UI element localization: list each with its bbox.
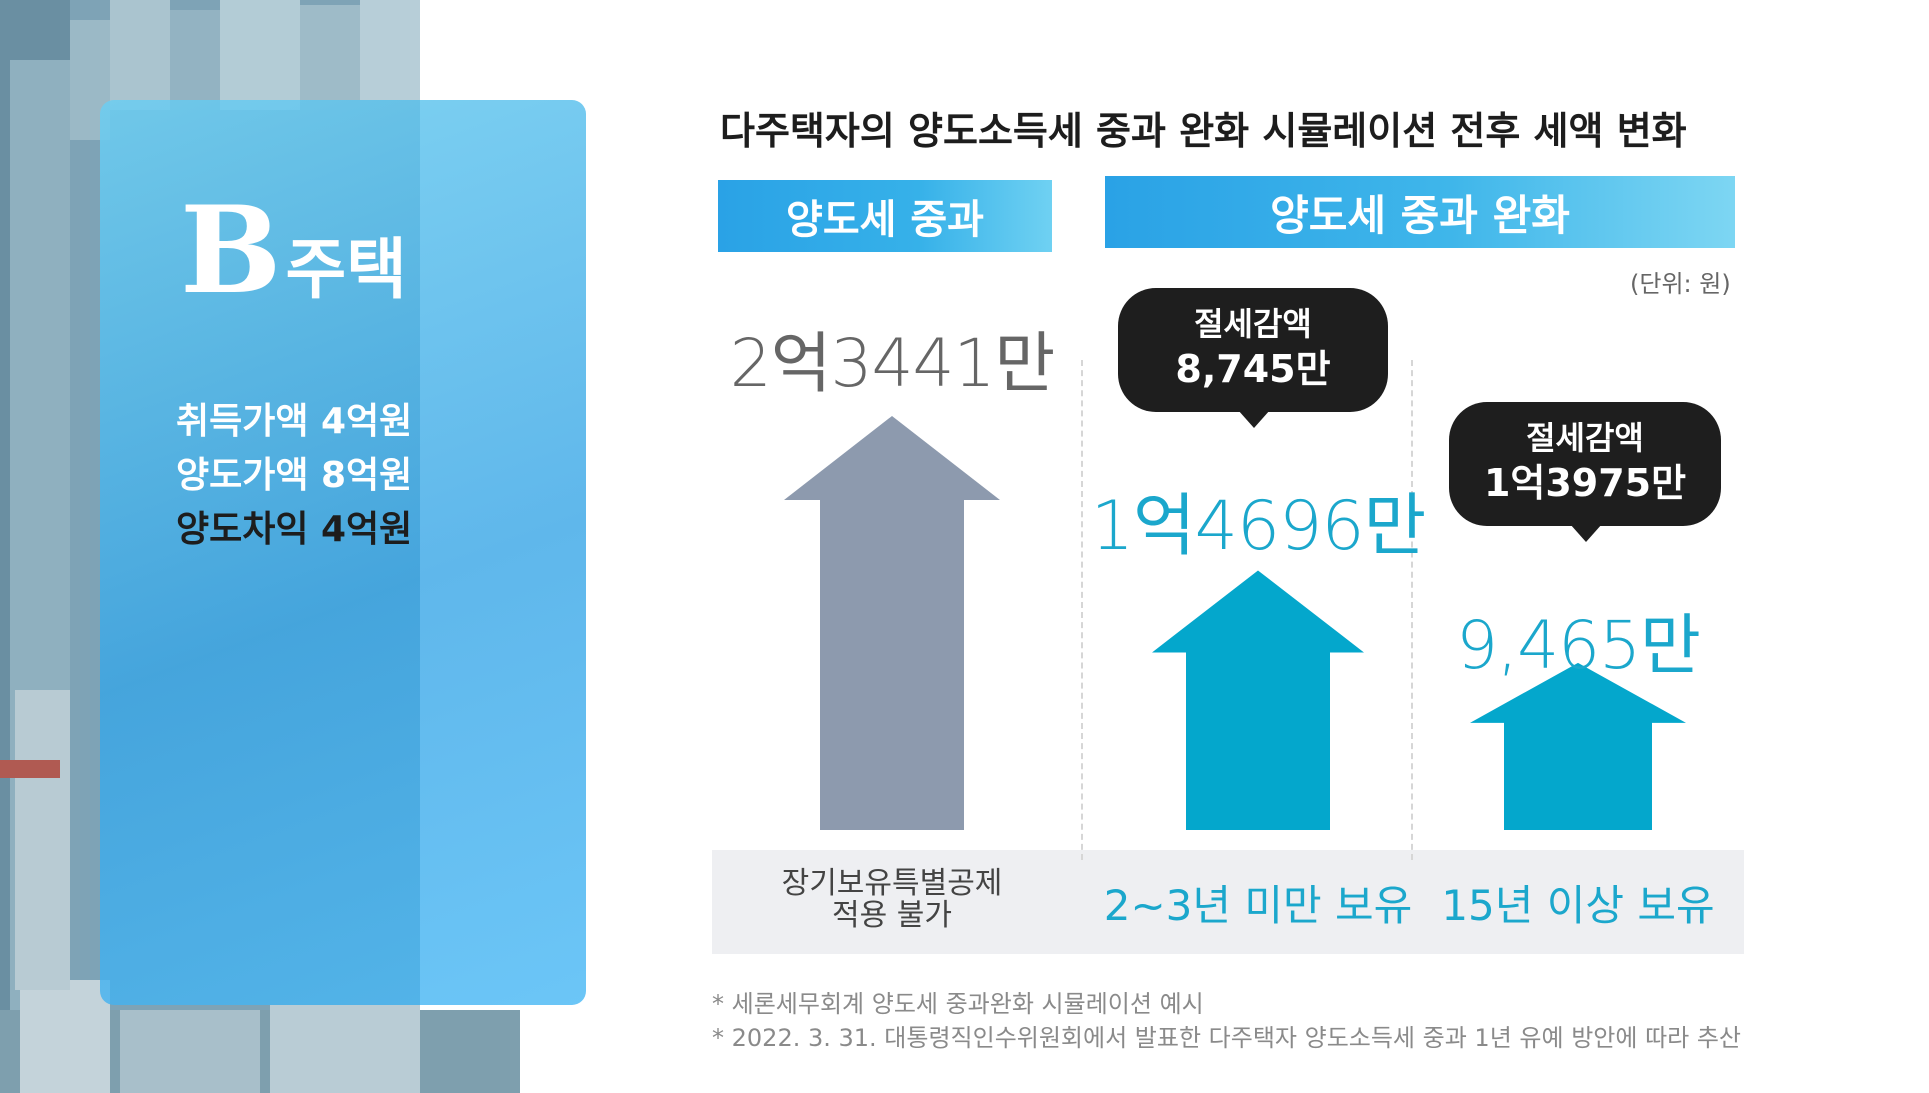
value-label-2-3-years: 1억4696만: [1090, 487, 1426, 566]
house-word: 주택: [285, 231, 407, 308]
heavy-tax-banner: 양도세 중과: [718, 180, 1052, 252]
house-b-title: B주택: [180, 180, 407, 321]
unit-label: (단위: 원): [1630, 270, 1731, 298]
category-label-2-3-years: 2~3년 미만 보유: [1103, 881, 1413, 930]
value-label-heavy-tax: 2억3441만: [729, 325, 1055, 402]
savings-label: 절세감액: [1194, 305, 1312, 344]
savings-value: 8,745만: [1175, 347, 1331, 392]
arrow-bar-heavy-tax: [784, 416, 1000, 830]
chart-title: 다주택자의 양도소득세 중과 완화 시뮬레이션 전후 세액 변화: [720, 109, 1687, 153]
bubble-tail: [1238, 410, 1270, 428]
category-line: 장기보유특별공제: [781, 866, 1003, 901]
house-letter: B: [180, 180, 282, 321]
acquisition-price: 취득가액 4억원: [176, 401, 413, 442]
savings-label: 절세감액: [1526, 419, 1644, 458]
footnote-source: * 세론세무회계 양도세 중과완화 시뮬레이션 예시: [712, 990, 1204, 1018]
category-band: [712, 850, 1744, 954]
tax-relief-banner: 양도세 중과 완화: [1105, 176, 1735, 248]
category-label-15-years: 15년 이상 보유: [1441, 881, 1715, 930]
house-info-card: [100, 100, 586, 1005]
savings-value: 1억3975만: [1483, 461, 1687, 506]
column-divider: [1411, 360, 1413, 860]
transfer-price: 양도가액 8억원: [176, 455, 413, 496]
bubble-tail: [1570, 524, 1602, 542]
savings-bubble-2-3-years: 절세감액 8,745만: [1118, 288, 1388, 412]
footnote-basis: * 2022. 3. 31. 대통령직인수위원회에서 발표한 다주택자 양도소득…: [712, 1024, 1742, 1052]
value-label-15-years: 9,465만: [1456, 607, 1701, 684]
column-divider: [1081, 360, 1083, 860]
capital-gain: 양도차익 4억원: [176, 509, 413, 550]
arrow-bar-2-3-years: [1152, 570, 1364, 830]
category-label-heavy-tax: 장기보유특별공제 적용 불가: [782, 868, 1003, 931]
category-line: 적용 불가: [832, 897, 952, 933]
arrow-bar-15-years: [1470, 662, 1686, 830]
savings-bubble-15-years: 절세감액 1억3975만: [1449, 402, 1721, 526]
